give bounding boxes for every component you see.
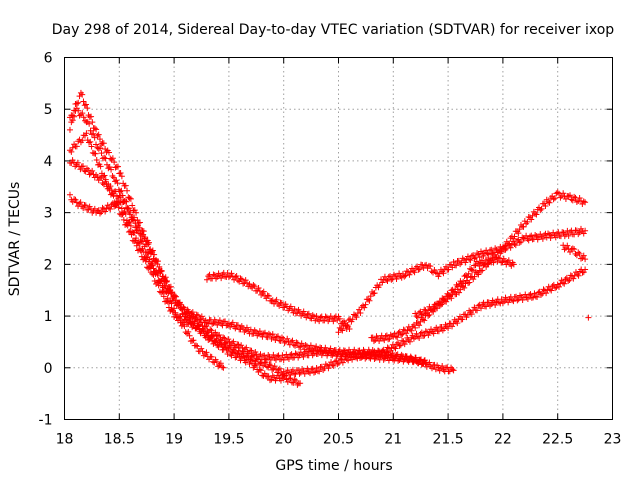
series-s5 bbox=[66, 157, 227, 371]
series-s4 bbox=[66, 130, 589, 379]
y-tick-label: 3 bbox=[44, 206, 53, 222]
x-tick-label: 20 bbox=[275, 432, 293, 448]
x-tick-label: 23 bbox=[604, 432, 622, 448]
series-markers bbox=[66, 130, 589, 379]
axis-ticks bbox=[64, 57, 613, 420]
data-series bbox=[66, 89, 592, 388]
y-tick-label: -1 bbox=[39, 413, 53, 429]
x-tick-label: 18 bbox=[56, 432, 74, 448]
series-markers bbox=[560, 242, 589, 263]
x-tick-label: 21 bbox=[384, 432, 402, 448]
y-axis-label: SDTVAR / TECUs bbox=[7, 182, 23, 297]
x-axis-label: GPS time / hours bbox=[275, 458, 392, 474]
series-markers bbox=[585, 314, 592, 321]
y-tick-label: 0 bbox=[44, 361, 53, 377]
series-s9 bbox=[412, 253, 517, 321]
series-s6 bbox=[203, 269, 353, 332]
x-tick-label: 22.5 bbox=[542, 432, 573, 448]
series-markers bbox=[203, 269, 353, 332]
x-tick-label: 18.5 bbox=[104, 432, 135, 448]
x-tick-label: 20.5 bbox=[323, 432, 354, 448]
series-markers bbox=[66, 157, 227, 371]
series-markers bbox=[412, 253, 517, 321]
series-markers bbox=[66, 191, 430, 367]
x-tick-label: 19 bbox=[165, 432, 183, 448]
series-s3 bbox=[66, 191, 430, 367]
x-tick-label: 19.5 bbox=[213, 432, 244, 448]
series-s11 bbox=[585, 314, 592, 321]
series-markers bbox=[66, 89, 304, 388]
y-tick-label: 2 bbox=[44, 257, 53, 273]
y-tick-label: 1 bbox=[44, 309, 53, 325]
y-tick-label: 5 bbox=[44, 102, 53, 118]
x-tick-label: 22 bbox=[494, 432, 512, 448]
x-tick-label: 21.5 bbox=[433, 432, 464, 448]
chart-title: Day 298 of 2014, Sidereal Day-to-day VTE… bbox=[52, 22, 615, 38]
series-s2 bbox=[66, 89, 304, 388]
y-tick-labels: -1 0 1 2 3 4 5 6 bbox=[39, 51, 53, 429]
y-tick-label: 6 bbox=[44, 51, 53, 67]
series-s10 bbox=[560, 242, 589, 263]
y-tick-label: 4 bbox=[44, 154, 53, 170]
x-tick-labels: 18 18.5 19 19.5 20 20.5 21 21.5 22 22.5 23 bbox=[56, 432, 622, 448]
